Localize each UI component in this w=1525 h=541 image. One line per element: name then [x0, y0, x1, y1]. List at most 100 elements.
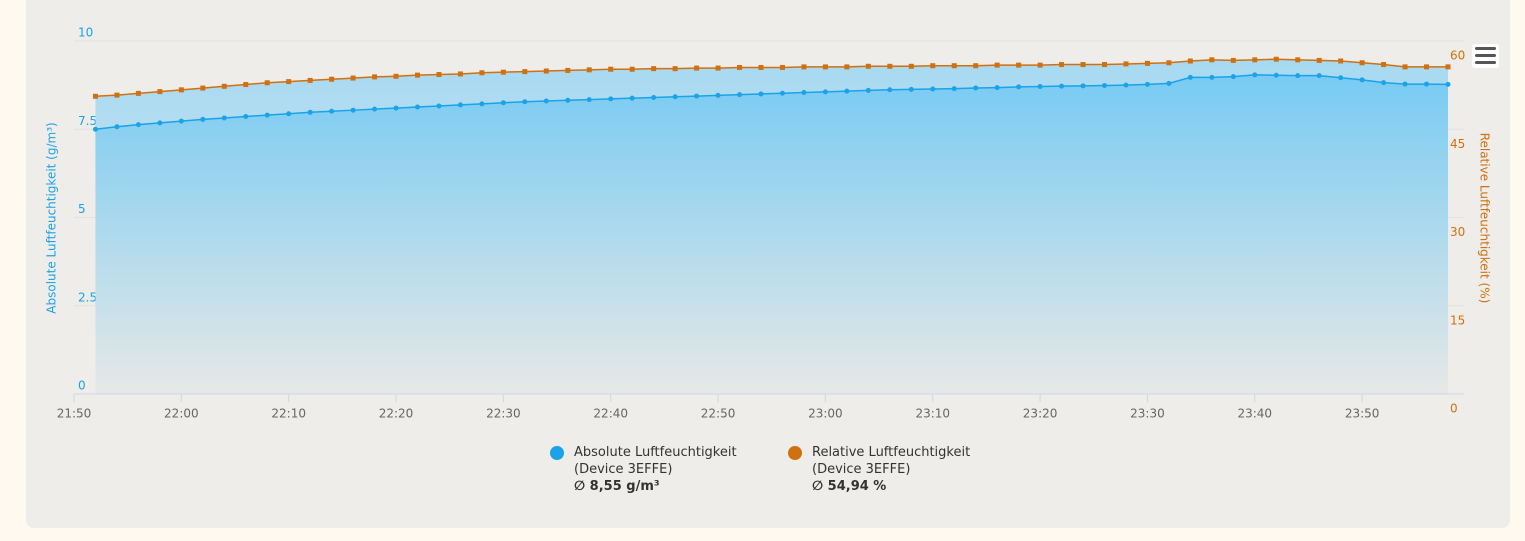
point	[1059, 62, 1065, 68]
point	[887, 63, 893, 69]
x-tick-label: 23:40	[1237, 407, 1272, 421]
point	[1252, 57, 1258, 63]
point	[737, 64, 743, 70]
point	[865, 87, 871, 93]
point	[565, 67, 571, 73]
y2-axis-title: Relative Luftfeuchtigkeit (%)	[1478, 133, 1492, 304]
areas-y	[95, 74, 1448, 394]
point	[844, 88, 850, 94]
point	[92, 126, 98, 132]
point	[436, 72, 442, 78]
x-tick-label: 22:20	[379, 407, 414, 421]
point	[114, 92, 120, 98]
point	[822, 64, 828, 70]
point	[651, 66, 657, 72]
point	[372, 74, 378, 80]
y2-tick-label: 0	[1450, 402, 1458, 416]
point	[1338, 58, 1344, 64]
legend-label: Relative Luftfeuchtigkeit (Device 3EFFE)	[812, 445, 971, 477]
point	[522, 69, 528, 75]
x-tick-label: 23:20	[1023, 407, 1058, 421]
point	[1445, 81, 1451, 87]
point	[393, 105, 399, 111]
point	[801, 64, 807, 70]
point	[329, 76, 335, 82]
legend-average: ∅ 8,55 g/m³	[574, 479, 660, 494]
point	[178, 118, 184, 124]
y2-tick-label: 30	[1450, 225, 1465, 239]
point	[1187, 58, 1193, 64]
point	[758, 91, 764, 97]
point	[307, 109, 313, 115]
y-tick-label: 5	[78, 202, 86, 216]
point	[1359, 60, 1365, 66]
y2-tick-label: 45	[1450, 137, 1465, 151]
point	[457, 102, 463, 108]
point	[350, 75, 356, 81]
point	[1016, 62, 1022, 68]
legend-label: Absolute Luftfeuchtigkeit (Device 3EFFE)	[574, 445, 737, 477]
point	[608, 96, 614, 102]
point	[1424, 64, 1430, 70]
point	[286, 111, 292, 117]
point	[908, 86, 914, 92]
point	[1295, 57, 1301, 63]
point	[672, 94, 678, 100]
point	[92, 93, 98, 99]
point	[908, 63, 914, 69]
x-tick-label: 23:00	[808, 407, 843, 421]
point	[822, 89, 828, 95]
y-tick-label: 7.5	[78, 114, 97, 128]
series-line	[95, 58, 1448, 98]
point	[1059, 83, 1065, 89]
point	[1144, 60, 1150, 66]
point	[565, 97, 571, 103]
point	[629, 66, 635, 72]
point	[1252, 72, 1258, 78]
menu-button[interactable]	[1472, 44, 1499, 68]
point	[415, 72, 420, 78]
legend-item[interactable]: Absolute Luftfeuchtigkeit (Device 3EFFE)…	[550, 444, 750, 495]
point	[1445, 64, 1451, 70]
y-tick-label: 0	[78, 379, 86, 393]
point	[135, 122, 141, 128]
point	[114, 124, 120, 130]
point	[1230, 74, 1236, 80]
point	[951, 63, 957, 69]
point	[157, 89, 163, 95]
point	[200, 85, 206, 91]
point	[1381, 62, 1387, 68]
point	[737, 92, 743, 98]
area	[95, 74, 1448, 394]
point	[1338, 75, 1344, 81]
point	[479, 70, 485, 76]
point	[500, 69, 506, 75]
point	[393, 73, 399, 79]
point	[1166, 80, 1172, 86]
y-axis-title: Absolute Luftfeuchtigkeit (g/m³)	[45, 122, 59, 313]
point	[994, 62, 1000, 68]
point	[844, 64, 850, 70]
point	[1295, 73, 1301, 79]
legend-marker	[550, 446, 564, 460]
menu-bar	[1475, 47, 1496, 50]
point	[1037, 84, 1043, 90]
point	[1187, 74, 1193, 80]
y-tick-label: 10	[78, 26, 93, 40]
point	[221, 83, 227, 89]
x-tick-label: 22:00	[164, 407, 199, 421]
legend-marker	[788, 446, 802, 460]
x-tick-label: 22:10	[271, 407, 306, 421]
menu-bar	[1475, 54, 1496, 57]
point	[1080, 62, 1086, 68]
x-tick-label: 22:40	[593, 407, 628, 421]
point	[178, 87, 184, 93]
point	[1273, 56, 1279, 62]
point	[672, 66, 678, 72]
point	[608, 66, 614, 72]
point	[1144, 81, 1150, 87]
series-line	[95, 74, 1449, 130]
point	[1037, 62, 1043, 68]
legend-item[interactable]: Relative Luftfeuchtigkeit (Device 3EFFE)…	[788, 444, 988, 495]
